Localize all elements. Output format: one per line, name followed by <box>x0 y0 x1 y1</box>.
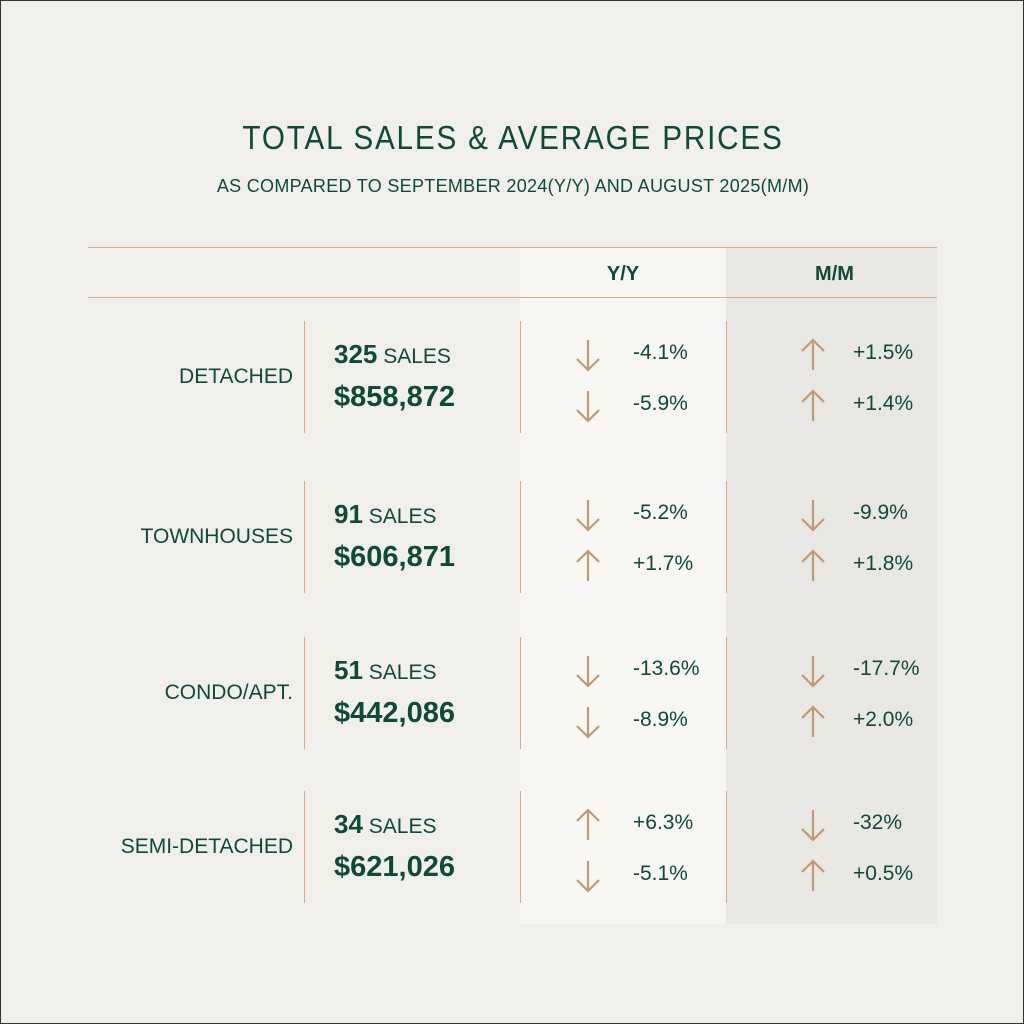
sales-number: 91 <box>334 499 363 529</box>
divider <box>304 321 305 433</box>
change-mm-sales: -32% <box>853 811 903 834</box>
header-divider <box>88 297 937 298</box>
sales-count: 34 SALES <box>334 809 436 840</box>
change-yy-sales: -5.2% <box>633 501 688 524</box>
divider <box>304 481 305 593</box>
table-row: TOWNHOUSES 91 SALES $606,871 -5.2% +1.7%… <box>1 481 1024 593</box>
change-yy-price: -8.9% <box>633 708 688 731</box>
divider <box>520 481 521 593</box>
yy-column-background <box>520 248 726 924</box>
sales-count: 51 SALES <box>334 655 436 686</box>
divider <box>520 637 521 749</box>
arrow-up-icon <box>800 389 826 423</box>
arrow-up-icon <box>575 808 601 842</box>
average-price: $606,871 <box>334 541 455 573</box>
change-yy-sales: -4.1% <box>633 341 688 364</box>
page-subtitle: AS COMPARED TO SEPTEMBER 2024(Y/Y) AND A… <box>216 176 810 196</box>
divider <box>726 321 727 433</box>
sales-count: 91 SALES <box>334 499 436 530</box>
change-mm-sales: +1.5% <box>853 341 914 364</box>
arrow-down-icon <box>575 859 601 893</box>
divider <box>726 481 727 593</box>
sales-unit: SALES <box>383 345 451 368</box>
arrow-down-icon <box>800 498 826 532</box>
arrow-up-icon <box>800 705 826 739</box>
sales-count: 325 SALES <box>334 339 451 370</box>
sales-number: 51 <box>334 655 363 685</box>
arrow-down-icon <box>575 338 601 372</box>
change-yy-sales: +6.3% <box>633 811 694 834</box>
change-mm-price: +1.8% <box>853 552 914 575</box>
table-row: DETACHED 325 SALES $858,872 -4.1% -5.9% … <box>1 321 1024 433</box>
divider <box>520 791 521 903</box>
sales-unit: SALES <box>368 505 437 528</box>
divider <box>304 791 305 903</box>
property-type-label: SEMI-DETACHED <box>120 835 293 858</box>
arrow-down-icon <box>575 705 601 739</box>
change-mm-price: +0.5% <box>853 862 914 885</box>
arrow-up-icon <box>800 859 826 893</box>
divider <box>726 637 727 749</box>
change-yy-sales: -13.6% <box>633 657 700 680</box>
header-yy: Y/Y <box>606 263 640 285</box>
mm-column-background <box>726 248 937 924</box>
divider <box>520 321 521 433</box>
property-type-label: TOWNHOUSES <box>140 525 293 548</box>
divider <box>726 791 727 903</box>
table-row: CONDO/APT. 51 SALES $442,086 -13.6% -8.9… <box>1 637 1024 749</box>
header-mm: M/M <box>815 263 854 285</box>
table-row: SEMI-DETACHED 34 SALES $621,026 +6.3% -5… <box>1 791 1024 903</box>
sales-number: 325 <box>334 339 378 369</box>
change-mm-sales: -9.9% <box>853 501 908 524</box>
arrow-up-icon <box>800 549 826 583</box>
sales-unit: SALES <box>368 815 437 838</box>
change-mm-price: +2.0% <box>853 708 914 731</box>
average-price: $621,026 <box>334 851 455 883</box>
change-yy-price: +1.7% <box>633 552 694 575</box>
change-yy-price: -5.9% <box>633 392 688 415</box>
sales-number: 34 <box>334 809 363 839</box>
arrow-down-icon <box>575 389 601 423</box>
average-price: $858,872 <box>334 381 455 413</box>
arrow-up-icon <box>800 338 826 372</box>
divider <box>304 637 305 749</box>
page-title: TOTAL SALES & AVERAGE PRICES <box>242 119 784 156</box>
arrow-down-icon <box>800 654 826 688</box>
property-type-label: DETACHED <box>179 365 293 388</box>
property-type-label: CONDO/APT. <box>164 681 293 704</box>
arrow-up-icon <box>575 549 601 583</box>
top-divider <box>88 247 937 248</box>
sales-unit: SALES <box>368 661 437 684</box>
change-yy-price: -5.1% <box>633 862 688 885</box>
arrow-down-icon <box>800 808 826 842</box>
arrow-down-icon <box>575 498 601 532</box>
average-price: $442,086 <box>334 697 455 729</box>
change-mm-sales: -17.7% <box>853 657 920 680</box>
change-mm-price: +1.4% <box>853 392 914 415</box>
arrow-down-icon <box>575 654 601 688</box>
